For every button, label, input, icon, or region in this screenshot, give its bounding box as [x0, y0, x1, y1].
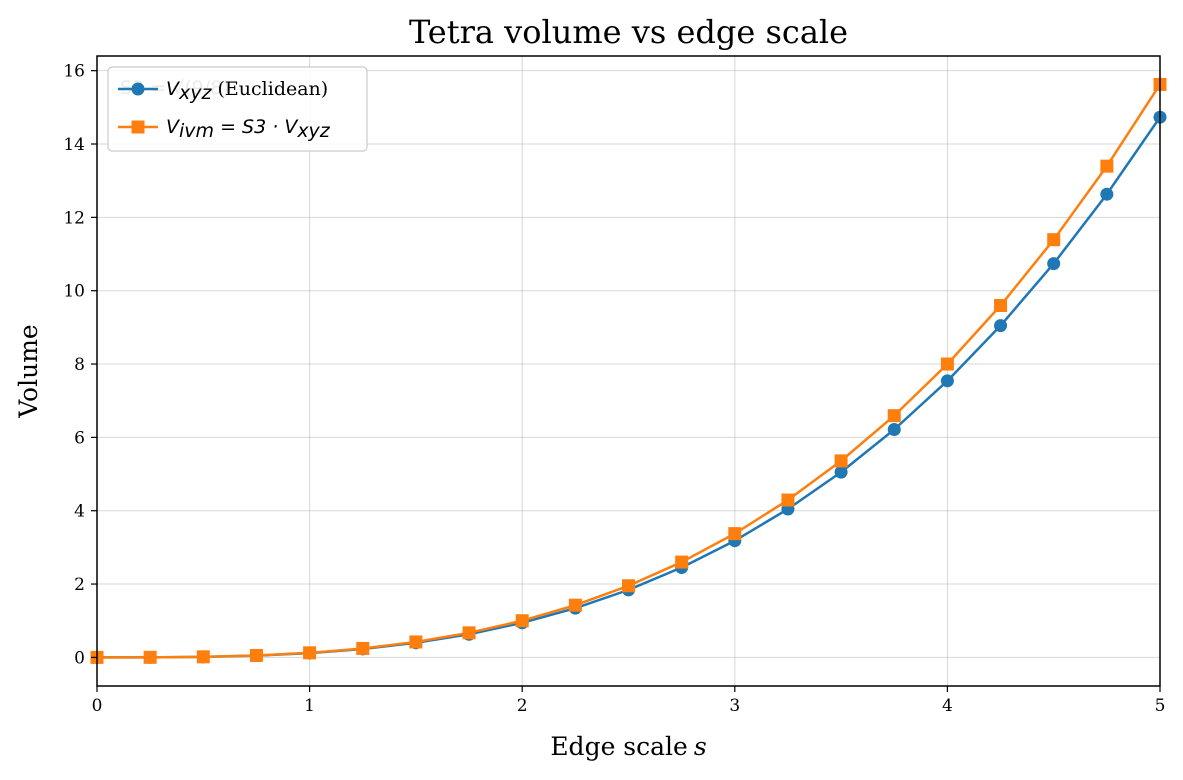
- legend-box: [107, 66, 368, 152]
- series-1-point: [887, 422, 901, 436]
- series-2-point: [675, 555, 689, 569]
- series-2-point: [462, 626, 476, 640]
- series-2-point: [409, 635, 423, 649]
- series-2-point: [887, 409, 901, 423]
- legend-swatch-marker: [131, 120, 145, 134]
- y-tick-label: 2: [74, 575, 85, 595]
- x-tick-label: 0: [92, 696, 103, 716]
- y-tick-label: 10: [63, 282, 85, 302]
- x-axis-title-var: s: [694, 732, 707, 761]
- plot-frame: [96, 55, 1161, 687]
- y-tick-label: 14: [63, 135, 85, 155]
- y-tick-label: 12: [63, 208, 85, 228]
- series-2: [90, 77, 1167, 664]
- legend-label: Vxyz (Euclidean): [166, 78, 328, 104]
- y-tick-label: 4: [74, 502, 85, 522]
- series-2-point: [568, 598, 582, 612]
- chart-title: Tetra volume vs edge scale: [409, 13, 848, 51]
- x-tick-label: 1: [304, 696, 315, 716]
- x-tick-label: 4: [942, 696, 953, 716]
- series-2-point: [622, 579, 635, 593]
- x-axis-title: Edge scale s: [550, 732, 706, 761]
- x-tick-label: 5: [1155, 696, 1166, 716]
- series-2-line: [96, 83, 1162, 659]
- legend-entry-1: Vxyz (Euclidean): [118, 78, 328, 104]
- y-tick-label: 0: [74, 648, 85, 668]
- legend-faint-annotation: S3 = √(9/8): [120, 77, 230, 99]
- x-tick-label: 2: [517, 696, 528, 716]
- legend-entry-2: Vivm = S3 · Vxyz: [118, 116, 331, 142]
- series-2-point: [143, 650, 157, 664]
- legend: S3 = √(9/8) Vxyz (Euclidean) Vivm = S3 · …: [107, 66, 368, 152]
- series-2-point: [515, 614, 529, 628]
- series-1-point: [834, 465, 848, 479]
- series-2-point: [994, 299, 1008, 313]
- series-2-point: [781, 493, 795, 507]
- series-2-point: [834, 454, 848, 468]
- series-1-point: [994, 319, 1008, 333]
- y-tick-label: 8: [74, 355, 85, 375]
- x-tick-label: 3: [729, 696, 740, 716]
- series-1-point: [1047, 257, 1061, 271]
- series-2-point: [249, 648, 263, 662]
- series-2-point: [940, 357, 954, 371]
- series-2-point: [196, 650, 210, 664]
- series-2-point: [356, 641, 370, 655]
- legend-entries: Vxyz (Euclidean) Vivm = S3 · Vxyz: [118, 78, 331, 142]
- series-2-point: [1047, 233, 1061, 247]
- series-1-point: [940, 374, 954, 388]
- series-2-point: [728, 527, 742, 541]
- y-tick-label: 6: [74, 428, 85, 448]
- series-1-point: [1100, 187, 1114, 201]
- x-axis-title-text: Edge scale: [550, 732, 688, 761]
- y-tick-label: 16: [63, 62, 85, 82]
- series-2-point: [303, 646, 317, 660]
- legend-swatch-marker: [131, 82, 145, 96]
- series-2-point: [1100, 159, 1114, 173]
- series-layer: [90, 77, 1167, 664]
- series-1-line: [96, 116, 1162, 659]
- y-axis-title: Volume: [14, 324, 43, 418]
- legend-label: Vivm = S3 · Vxyz: [166, 116, 331, 142]
